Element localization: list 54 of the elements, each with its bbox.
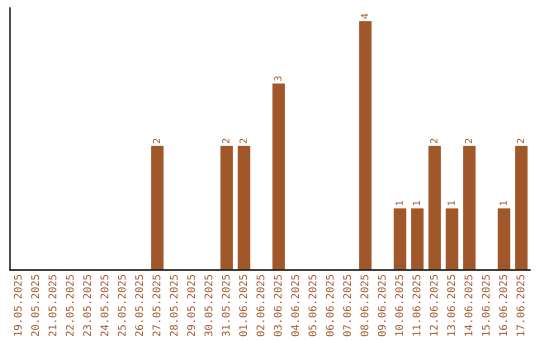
bar [514,144,529,270]
x-tick-label: 19.05.2025 [14,275,22,336]
bar [410,206,425,270]
x-tick-label: 13.06.2025 [447,275,456,336]
bar [427,144,442,270]
bar [462,144,477,270]
x-tick-label: 26.05.2025 [135,275,144,336]
x-tick-label: 22.05.2025 [66,275,74,336]
x-tick-label: 12.06.2025 [430,275,438,336]
data-label: 1 [500,201,507,206]
data-label: 1 [396,201,403,206]
x-tick-label: 04.06.2025 [291,275,300,336]
x-tick-label: 24.05.2025 [100,275,108,336]
x-tick-label: 17.06.2025 [516,275,524,336]
data-label: 3 [274,76,282,81]
x-tick-label: 03.06.2025 [274,275,282,336]
bar [150,144,165,270]
data-label: 1 [412,201,420,206]
data-label: 2 [430,138,438,144]
x-tick-label: 02.06.2025 [256,275,264,336]
x-tick-label: 16.06.2025 [499,275,508,336]
data-label: 2 [239,138,247,144]
data-label: 2 [222,138,230,144]
data-label: 2 [516,138,524,144]
x-tick-label: 10.06.2025 [395,275,404,336]
data-label: 4 [360,14,368,19]
x-tick-label: 20.05.2025 [31,275,40,336]
x-tick-label: 30.05.2025 [204,275,212,336]
bar [358,20,373,270]
data-label: 2 [152,138,160,144]
bar [219,144,234,270]
data-label: 1 [448,201,455,206]
x-tick-label: 09.06.2025 [378,275,386,336]
bar [496,206,512,270]
data-label: 2 [464,138,472,144]
bar [392,206,408,270]
x-tick-label: 31.05.2025 [222,275,230,336]
x-tick-label: 11.06.2025 [412,275,420,336]
x-tick-label: 08.06.2025 [360,275,368,336]
x-tick-label: 05.06.2025 [308,275,316,336]
bar [271,82,286,270]
bar [444,206,460,270]
bar [236,144,252,270]
x-tick-label: 15.06.2025 [482,275,490,336]
x-tick-label: 14.06.2025 [464,275,472,336]
x-tick-label: 28.05.2025 [170,275,178,336]
x-tick-label: 21.05.2025 [48,275,56,336]
x-tick-label: 07.06.2025 [343,275,352,336]
x-tick-label: 25.05.2025 [118,275,126,336]
x-tick-label: 29.05.2025 [187,275,196,336]
x-tick-label: 01.06.2025 [239,275,248,336]
x-tick-label: 23.05.2025 [83,275,92,336]
x-tick-label: 06.06.2025 [326,275,334,336]
x-tick-label: 27.05.2025 [152,275,160,336]
